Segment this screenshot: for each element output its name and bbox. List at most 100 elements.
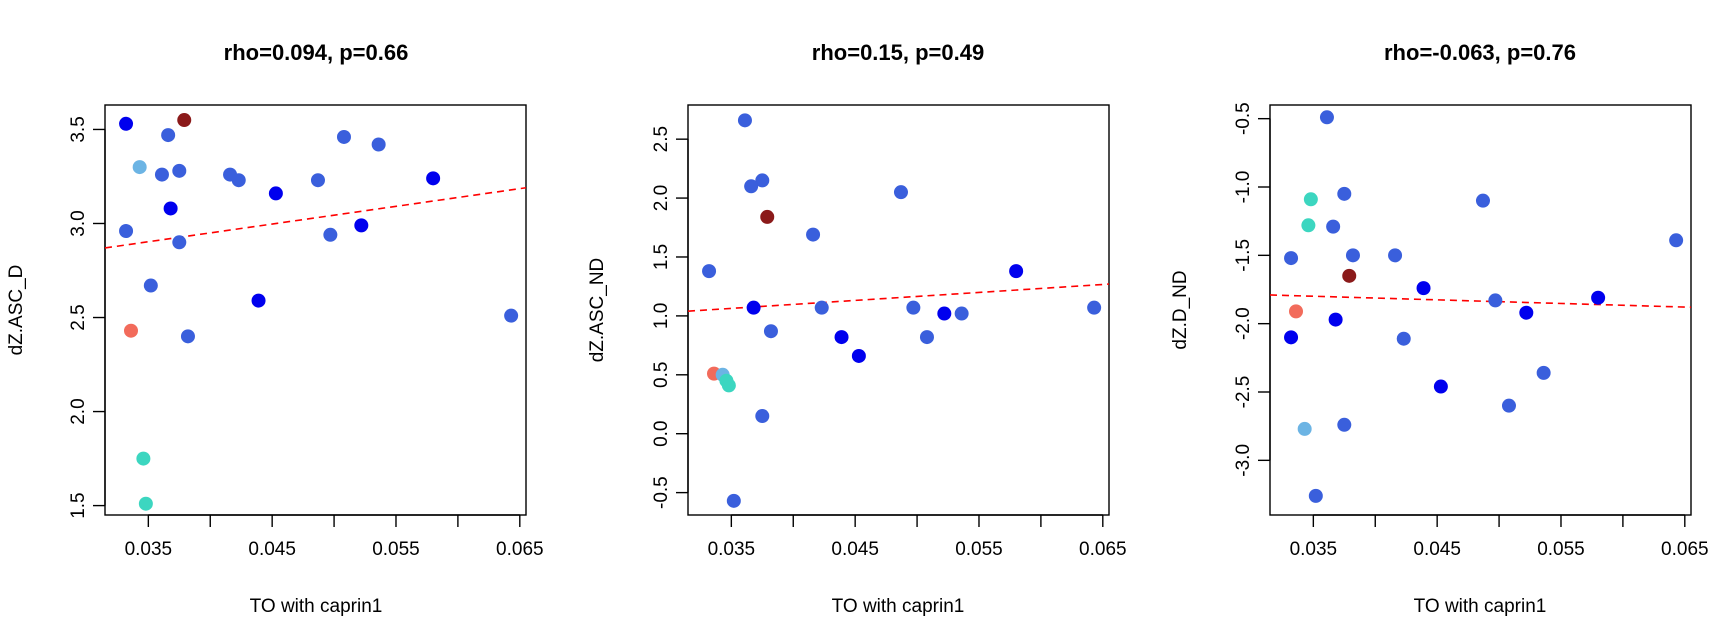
data-point xyxy=(1433,379,1448,394)
data-point xyxy=(906,300,921,315)
y-tick-label: -1.0 xyxy=(1233,171,1254,204)
data-point xyxy=(231,173,246,188)
data-point xyxy=(119,224,134,239)
x-axis-label: TO with caprin1 xyxy=(1414,596,1547,617)
data-point xyxy=(1319,110,1334,125)
data-point xyxy=(919,330,934,345)
x-tick-label: 0.045 xyxy=(831,539,879,560)
data-point xyxy=(746,300,761,315)
data-point xyxy=(251,293,266,308)
y-axis: -0.5 0.0 0.5 1.0 1.5 2.0 2.5 xyxy=(651,126,689,509)
data-point xyxy=(504,308,519,323)
y-tick-label: -0.5 xyxy=(651,476,672,509)
y-tick-label: -2.5 xyxy=(1233,376,1254,409)
data-point xyxy=(1536,365,1551,380)
regression-line xyxy=(687,283,1110,312)
data-point xyxy=(172,235,187,250)
data-point xyxy=(310,173,325,188)
data-point xyxy=(1345,248,1360,263)
regression-line xyxy=(1269,294,1692,309)
y-tick-label: -3.0 xyxy=(1233,444,1254,477)
y-tick-label: 3.5 xyxy=(68,116,89,142)
data-point xyxy=(163,201,178,216)
data-points xyxy=(119,113,519,511)
x-tick-label: 0.045 xyxy=(248,539,296,560)
data-point xyxy=(954,306,969,321)
x-tick-label: 0.065 xyxy=(1079,539,1127,560)
data-point xyxy=(1328,312,1343,327)
x-tick-label: 0.045 xyxy=(1413,539,1461,560)
data-point xyxy=(426,171,441,186)
panel-asc-nd: rho=0.15, p=0.49 TO with caprin1 dZ.ASC_… xyxy=(587,40,1127,617)
data-point xyxy=(1669,233,1684,248)
x-axis-label: TO with caprin1 xyxy=(250,596,383,617)
regression-line-segment xyxy=(104,186,527,249)
y-axis-label: dZ.D_ND xyxy=(1170,270,1191,349)
x-tick-label: 0.055 xyxy=(1537,539,1585,560)
data-point xyxy=(1301,218,1316,233)
data-point xyxy=(323,227,338,242)
x-axis: 0.035 0.045 0.055 0.065 xyxy=(125,514,544,560)
y-tick-label: 2.0 xyxy=(651,185,672,211)
y-tick-label: 2.5 xyxy=(68,304,89,330)
x-tick-label: 0.055 xyxy=(955,539,1003,560)
data-point xyxy=(760,209,775,224)
y-tick-label: -1.5 xyxy=(1233,239,1254,272)
chart-title: rho=-0.063, p=0.76 xyxy=(1384,40,1576,65)
y-tick-label: -2.0 xyxy=(1233,307,1254,340)
data-point xyxy=(744,179,759,194)
panel-asc-d: rho=0.094, p=0.66 TO with caprin1 dZ.ASC… xyxy=(6,40,544,617)
data-point xyxy=(1337,417,1352,432)
data-point xyxy=(1337,186,1352,201)
y-tick-label: -0.5 xyxy=(1233,102,1254,135)
data-point xyxy=(143,278,158,293)
x-axis: 0.035 0.045 0.055 0.065 xyxy=(1290,514,1709,560)
data-point xyxy=(1591,290,1606,305)
data-point xyxy=(1326,219,1341,234)
data-point xyxy=(132,160,147,175)
data-point xyxy=(138,496,153,511)
x-tick-label: 0.035 xyxy=(708,539,756,560)
data-point xyxy=(726,493,741,508)
data-point xyxy=(1303,192,1318,207)
data-point xyxy=(737,113,752,128)
data-points xyxy=(702,113,1102,508)
regression-line-segment xyxy=(1269,294,1692,309)
x-tick-label: 0.035 xyxy=(125,539,173,560)
y-tick-label: 1.0 xyxy=(651,303,672,329)
data-point xyxy=(721,378,736,393)
plot-frame xyxy=(104,104,527,516)
regression-line xyxy=(104,186,527,249)
data-point xyxy=(1009,264,1024,279)
data-point xyxy=(1284,330,1299,345)
x-axis-label: TO with caprin1 xyxy=(832,596,965,617)
data-point xyxy=(755,409,770,424)
data-point xyxy=(119,116,134,131)
data-point xyxy=(834,330,849,345)
y-tick-label: 2.0 xyxy=(68,398,89,424)
data-point xyxy=(1475,193,1490,208)
data-points xyxy=(1284,110,1684,503)
y-axis: 1.5 2.0 2.5 3.0 3.5 xyxy=(68,116,106,519)
y-axis-label: dZ.ASC_D xyxy=(6,265,27,356)
data-point xyxy=(371,137,386,152)
x-tick-label: 0.065 xyxy=(1661,539,1709,560)
data-point xyxy=(177,113,192,128)
y-tick-label: 2.5 xyxy=(651,126,672,152)
data-point xyxy=(1396,331,1411,346)
data-point xyxy=(893,185,908,200)
data-point xyxy=(161,128,176,143)
data-point xyxy=(1087,300,1102,315)
data-point xyxy=(702,264,717,279)
data-point xyxy=(1284,251,1299,266)
y-tick-label: 1.5 xyxy=(68,492,89,518)
data-point xyxy=(1519,305,1534,320)
data-point xyxy=(763,324,778,339)
y-tick-label: 0.5 xyxy=(651,362,672,388)
data-point xyxy=(755,173,770,188)
panel-d-nd: rho=-0.063, p=0.76 TO with caprin1 dZ.D_… xyxy=(1170,40,1709,617)
data-point xyxy=(1488,293,1503,308)
data-point xyxy=(1388,248,1403,263)
data-point xyxy=(336,129,351,144)
y-tick-label: 0.0 xyxy=(651,420,672,446)
